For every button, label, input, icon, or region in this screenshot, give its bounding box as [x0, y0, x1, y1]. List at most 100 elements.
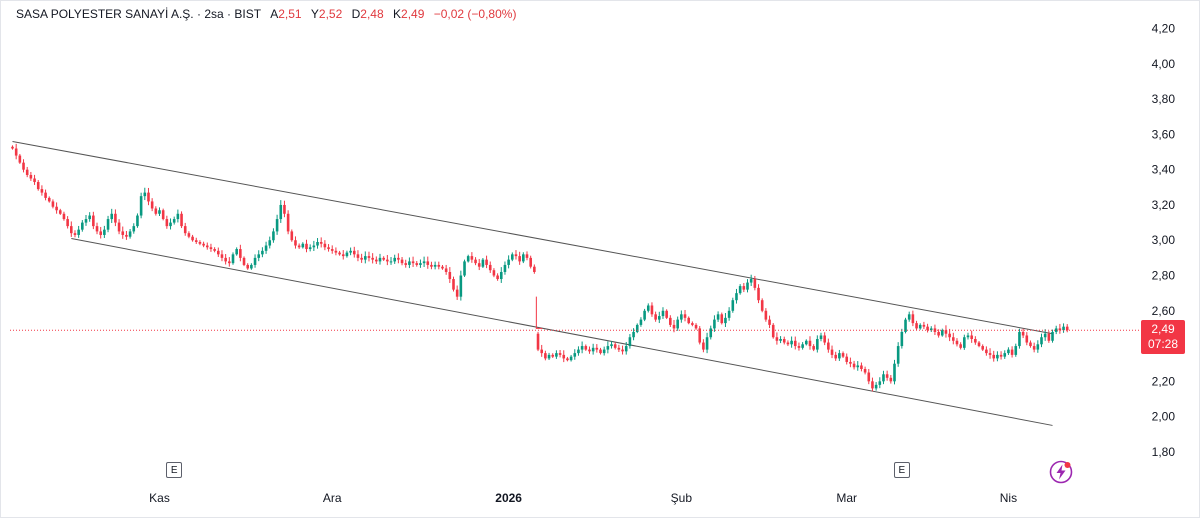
- candle-body: [55, 206, 58, 211]
- candle: [797, 342, 801, 351]
- candle-body: [294, 240, 297, 246]
- candle-body: [569, 356, 573, 361]
- candle-body: [646, 305, 650, 311]
- candle: [121, 226, 125, 239]
- candle: [470, 252, 474, 263]
- candle-body: [533, 266, 536, 272]
- earnings-marker[interactable]: E: [166, 462, 183, 478]
- candle-body: [580, 346, 584, 350]
- candle: [775, 332, 779, 345]
- candle: [760, 298, 764, 313]
- candle-body: [988, 353, 992, 355]
- candle: [1065, 324, 1069, 333]
- candle-body: [974, 339, 977, 343]
- candle-body: [944, 330, 948, 334]
- candle: [907, 311, 911, 322]
- candle: [25, 166, 29, 178]
- symbol-name: SASA POLYESTER SANAYİ A.Ş.: [16, 7, 194, 21]
- candle-body: [378, 257, 382, 262]
- candle: [286, 210, 290, 235]
- candle: [889, 374, 893, 384]
- candle-body: [1010, 349, 1014, 355]
- candle-body: [918, 324, 922, 329]
- candle: [599, 347, 602, 355]
- candle-body: [110, 213, 114, 220]
- trendline-upper: [12, 140, 1053, 335]
- candle-body: [239, 249, 242, 258]
- candle-body: [650, 305, 654, 315]
- candle: [250, 263, 253, 270]
- candle-body: [790, 340, 793, 345]
- candle: [268, 236, 272, 249]
- candle: [911, 310, 915, 327]
- candle-body: [22, 162, 25, 170]
- low-label: D: [351, 7, 361, 21]
- candle: [569, 354, 573, 362]
- gap-marker: [535, 296, 543, 329]
- candle: [18, 153, 22, 164]
- candle: [312, 240, 316, 251]
- candle-body: [499, 271, 503, 280]
- candle-body: [937, 331, 940, 336]
- candle-body: [900, 331, 904, 347]
- candle-body: [830, 349, 834, 355]
- candle-body: [963, 337, 966, 348]
- candle-body: [121, 231, 125, 235]
- candle-body: [481, 259, 485, 267]
- candle: [724, 312, 727, 328]
- candle-body: [786, 342, 790, 345]
- separator: ·: [227, 7, 232, 21]
- candle-body: [213, 249, 216, 251]
- candle-body: [720, 314, 724, 324]
- candle: [661, 307, 665, 319]
- candle-body: [397, 257, 400, 260]
- candle: [624, 342, 628, 355]
- earnings-marker[interactable]: E: [893, 462, 910, 478]
- candle: [838, 349, 841, 361]
- candle: [246, 263, 249, 270]
- candle: [132, 223, 136, 234]
- candle: [999, 351, 1003, 360]
- candle: [871, 377, 874, 392]
- candle-body: [922, 324, 926, 327]
- candle: [356, 250, 360, 262]
- candle: [805, 339, 808, 346]
- candle-body: [330, 249, 334, 251]
- x-tick-label: Nis: [1000, 491, 1017, 505]
- last-price-tag: 2,49 07:28: [1141, 320, 1185, 355]
- candle: [698, 326, 702, 345]
- candle-body: [371, 257, 374, 260]
- candle: [1036, 340, 1040, 353]
- candle: [702, 339, 705, 353]
- candle-body: [731, 300, 735, 311]
- candle-body: [746, 282, 749, 290]
- candle-body: [878, 381, 882, 385]
- candle: [290, 229, 294, 242]
- candle-body: [44, 192, 47, 198]
- candle: [84, 214, 88, 226]
- candle: [1025, 332, 1029, 346]
- candle: [114, 209, 117, 227]
- candle: [793, 336, 797, 350]
- candle-body: [606, 346, 610, 350]
- candle: [654, 311, 657, 322]
- candle-body: [595, 347, 599, 350]
- lightning-icon[interactable]: [1049, 460, 1073, 484]
- candle-body: [47, 197, 51, 202]
- last-price: 2,49: [1151, 322, 1175, 337]
- candle-body: [334, 250, 338, 253]
- candle-body: [628, 337, 632, 347]
- candle-body: [88, 215, 91, 220]
- candle: [375, 256, 378, 264]
- candle-body: [132, 226, 136, 232]
- candle: [330, 245, 334, 254]
- candle-body: [797, 346, 801, 348]
- candle: [646, 303, 650, 313]
- candle-body: [180, 213, 183, 227]
- candle-body: [1029, 342, 1032, 347]
- candle: [705, 332, 709, 354]
- candle-body: [217, 250, 220, 255]
- candle-body: [308, 247, 312, 250]
- candle: [709, 325, 713, 340]
